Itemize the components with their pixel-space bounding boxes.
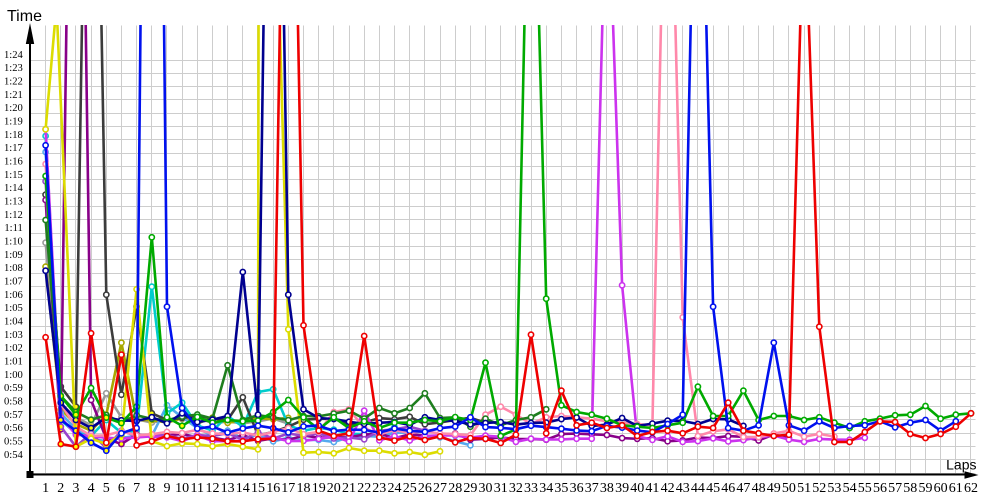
svg-text:48: 48 <box>752 481 766 496</box>
svg-text:1:04: 1:04 <box>4 317 24 328</box>
svg-text:32: 32 <box>509 481 523 496</box>
svg-text:0:55: 0:55 <box>4 437 23 448</box>
svg-text:1:23: 1:23 <box>4 63 23 74</box>
svg-text:1:19: 1:19 <box>4 117 23 128</box>
svg-text:25: 25 <box>403 481 417 496</box>
svg-text:1:20: 1:20 <box>4 103 23 114</box>
svg-text:1:15: 1:15 <box>4 170 23 181</box>
svg-text:1:01: 1:01 <box>4 357 23 368</box>
svg-text:3: 3 <box>72 481 79 496</box>
svg-text:29: 29 <box>463 481 477 496</box>
svg-text:56: 56 <box>873 481 887 496</box>
svg-text:61: 61 <box>949 481 963 496</box>
svg-text:18: 18 <box>297 481 311 496</box>
svg-text:9: 9 <box>164 481 171 496</box>
svg-text:1:02: 1:02 <box>4 343 23 354</box>
svg-text:13: 13 <box>221 481 235 496</box>
svg-text:49: 49 <box>767 481 781 496</box>
svg-text:59: 59 <box>919 481 933 496</box>
svg-text:1:16: 1:16 <box>4 157 23 168</box>
svg-text:31: 31 <box>494 481 508 496</box>
svg-text:20: 20 <box>327 481 341 496</box>
svg-text:62: 62 <box>964 481 978 496</box>
svg-text:60: 60 <box>934 481 948 496</box>
svg-text:21: 21 <box>342 481 356 496</box>
svg-text:1:10: 1:10 <box>4 237 23 248</box>
svg-text:41: 41 <box>645 481 659 496</box>
svg-text:51: 51 <box>797 481 811 496</box>
svg-text:36: 36 <box>570 481 584 496</box>
svg-text:11: 11 <box>191 481 204 496</box>
svg-text:1:17: 1:17 <box>4 143 23 154</box>
svg-text:Laps: Laps <box>946 457 976 473</box>
svg-text:1:07: 1:07 <box>4 277 23 288</box>
svg-text:37: 37 <box>585 481 599 496</box>
svg-text:34: 34 <box>539 481 553 496</box>
svg-text:1:11: 1:11 <box>4 223 22 234</box>
svg-text:52: 52 <box>812 481 826 496</box>
svg-text:55: 55 <box>858 481 872 496</box>
svg-text:17: 17 <box>281 481 295 496</box>
svg-text:1:06: 1:06 <box>4 290 23 301</box>
svg-text:45: 45 <box>706 481 720 496</box>
svg-text:54: 54 <box>843 481 857 496</box>
svg-text:7: 7 <box>133 481 140 496</box>
svg-text:0:59: 0:59 <box>4 383 23 394</box>
svg-text:1:08: 1:08 <box>4 263 23 274</box>
svg-text:1:03: 1:03 <box>4 330 23 341</box>
svg-text:0:58: 0:58 <box>4 397 23 408</box>
svg-text:1:13: 1:13 <box>4 197 23 208</box>
svg-text:58: 58 <box>903 481 917 496</box>
svg-text:1:14: 1:14 <box>4 183 24 194</box>
svg-text:19: 19 <box>312 481 326 496</box>
svg-text:0:57: 0:57 <box>4 410 23 421</box>
svg-text:35: 35 <box>554 481 568 496</box>
svg-text:46: 46 <box>721 481 735 496</box>
svg-text:10: 10 <box>175 481 189 496</box>
svg-text:Time: Time <box>7 8 42 25</box>
svg-text:24: 24 <box>388 481 402 496</box>
svg-text:15: 15 <box>251 481 265 496</box>
svg-text:16: 16 <box>266 481 280 496</box>
svg-text:33: 33 <box>524 481 538 496</box>
svg-text:1:21: 1:21 <box>4 90 23 101</box>
svg-text:1:18: 1:18 <box>4 130 23 141</box>
svg-text:4: 4 <box>88 481 95 496</box>
svg-text:8: 8 <box>148 481 155 496</box>
svg-text:1:09: 1:09 <box>4 250 23 261</box>
svg-text:53: 53 <box>827 481 841 496</box>
svg-text:0:56: 0:56 <box>4 423 23 434</box>
svg-text:42: 42 <box>661 481 675 496</box>
svg-text:47: 47 <box>736 481 750 496</box>
svg-text:43: 43 <box>676 481 690 496</box>
svg-text:1:12: 1:12 <box>4 210 23 221</box>
svg-text:22: 22 <box>357 481 371 496</box>
svg-text:39: 39 <box>615 481 629 496</box>
svg-text:5: 5 <box>103 481 110 496</box>
svg-text:6: 6 <box>118 481 125 496</box>
svg-text:12: 12 <box>206 481 220 496</box>
svg-text:1: 1 <box>42 481 49 496</box>
svg-text:1:05: 1:05 <box>4 303 23 314</box>
svg-text:44: 44 <box>691 481 705 496</box>
svg-text:0:54: 0:54 <box>4 450 24 461</box>
svg-text:2: 2 <box>57 481 64 496</box>
svg-text:26: 26 <box>418 481 432 496</box>
svg-text:1:24: 1:24 <box>4 50 24 61</box>
svg-text:40: 40 <box>630 481 644 496</box>
svg-text:38: 38 <box>600 481 614 496</box>
svg-text:23: 23 <box>372 481 386 496</box>
svg-text:57: 57 <box>888 481 902 496</box>
svg-text:28: 28 <box>448 481 462 496</box>
svg-text:50: 50 <box>782 481 796 496</box>
svg-text:30: 30 <box>479 481 493 496</box>
svg-text:1:22: 1:22 <box>4 77 23 88</box>
svg-text:27: 27 <box>433 481 447 496</box>
svg-text:14: 14 <box>236 481 250 496</box>
svg-text:1:00: 1:00 <box>4 370 23 381</box>
